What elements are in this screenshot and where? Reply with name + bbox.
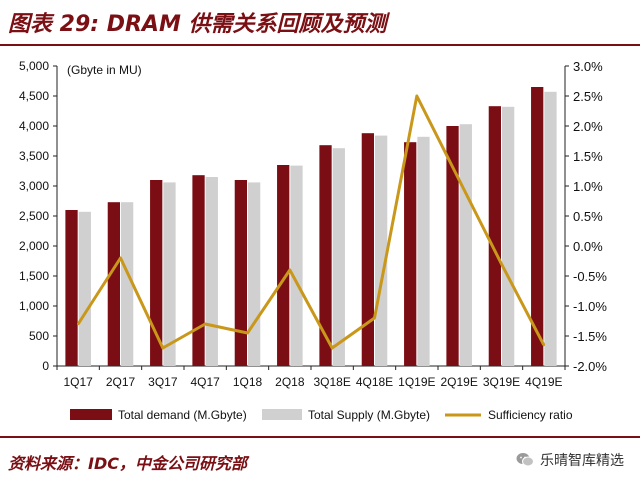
demand-bar <box>361 133 374 366</box>
x-tick-label: 4Q18E <box>356 375 393 389</box>
left-tick-label: 500 <box>29 329 49 343</box>
ratio-line <box>76 94 546 350</box>
x-tick-label: 2Q19E <box>440 375 477 389</box>
demand-bar <box>319 145 332 366</box>
sufficiency-ratio-point <box>288 268 292 272</box>
right-tick-label: 2.0% <box>573 119 603 134</box>
sufficiency-ratio-point <box>203 322 207 326</box>
right-tick-label: 3.0% <box>573 59 603 74</box>
sufficiency-ratio-point <box>457 178 461 182</box>
supply-bar <box>290 165 303 366</box>
x-tick-label: 2Q18 <box>275 375 305 389</box>
supply-bar <box>417 136 430 366</box>
watermark-label: 乐晴智库精选 <box>540 453 624 469</box>
unit-label: (Gbyte in MU) <box>67 63 142 77</box>
supply-bar <box>459 124 472 366</box>
x-tick-label: 3Q17 <box>148 375 178 389</box>
legend-label-demand: Total demand (M.Gbyte) <box>118 408 247 422</box>
sufficiency-ratio-point <box>246 331 249 335</box>
legend-label-supply: Total Supply (M.Gbyte) <box>308 408 430 422</box>
sufficiency-ratio-point <box>330 346 334 350</box>
supply-bar <box>502 106 515 367</box>
axes: 0 500 1,000 1,500 2,000 2,500 3,000 3,500 4,000 4… <box>19 59 607 389</box>
right-tick-label: 0.5% <box>573 209 603 224</box>
watermark: 乐晴智库精选 <box>516 450 624 470</box>
legend-swatch-demand <box>70 409 112 420</box>
x-tick-label: 1Q17 <box>63 375 93 389</box>
supply-bar <box>375 135 388 366</box>
demand-bar <box>65 210 78 366</box>
sufficiency-ratio-point <box>119 256 122 260</box>
supply-bar <box>121 202 134 366</box>
supply-bar <box>78 211 91 366</box>
title-divider <box>0 44 640 46</box>
chart: 0 500 1,000 1,500 2,000 2,500 3,000 3,500 4,000 4… <box>19 59 607 422</box>
right-tick-label: 2.5% <box>573 89 603 104</box>
x-tick-label: 1Q19E <box>398 375 435 389</box>
supply-bar <box>248 182 261 366</box>
left-tick-label: 4,500 <box>19 89 49 103</box>
right-tick-label: -2.0% <box>573 359 607 374</box>
legend: Total demand (M.Gbyte) Total Supply (M.Gb… <box>70 408 573 422</box>
left-tick-label: 0 <box>42 359 49 373</box>
right-tick-label: 1.5% <box>573 149 603 164</box>
sufficiency-ratio-point <box>373 316 376 320</box>
right-tick-label: -0.5% <box>573 269 607 284</box>
sufficiency-ratio-point <box>76 322 80 326</box>
left-tick-label: 2,000 <box>19 239 49 253</box>
demand-bar <box>107 202 120 366</box>
demand-bar <box>192 175 205 366</box>
left-tick-label: 3,500 <box>19 149 49 163</box>
x-tick-label: 3Q18E <box>313 375 350 389</box>
legend-swatch-supply <box>262 409 302 420</box>
legend-label-ratio: Sufficiency ratio <box>488 408 573 422</box>
supply-bar <box>544 91 557 367</box>
sufficiency-ratio-point <box>415 94 419 98</box>
wechat-icon <box>516 453 534 467</box>
left-tick-label: 2,500 <box>19 209 49 223</box>
right-tick-label: -1.0% <box>573 299 607 314</box>
x-tick-label: 4Q17 <box>190 375 220 389</box>
x-tick-label: 1Q18 <box>233 375 263 389</box>
x-tick-label: 4Q19E <box>525 375 562 389</box>
demand-bar <box>404 142 417 366</box>
left-tick-label: 4,000 <box>19 119 49 133</box>
x-tick-label: 2Q17 <box>106 375 136 389</box>
chart-title: 图表 29: DRAM 供需关系回顾及预测 <box>8 12 387 37</box>
left-tick-label: 3,000 <box>19 179 49 193</box>
left-tick-label: 1,000 <box>19 299 49 313</box>
supply-bar <box>163 182 176 366</box>
left-tick-label: 1,500 <box>19 269 49 283</box>
x-tick-label: 3Q19E <box>483 375 520 389</box>
source-note: 资料来源：IDC，中金公司研究部 <box>8 454 247 473</box>
demand-bar <box>150 180 163 366</box>
demand-bar <box>531 87 544 366</box>
right-tick-label: 1.0% <box>573 179 603 194</box>
sufficiency-ratio-point <box>542 343 546 347</box>
supply-bar <box>205 177 218 366</box>
demand-bar <box>446 126 459 366</box>
demand-bar <box>488 106 501 366</box>
bars <box>65 87 557 367</box>
right-tick-label: 0.0% <box>573 239 603 254</box>
footer-divider <box>0 436 640 438</box>
demand-bar <box>277 165 290 366</box>
demand-bar <box>234 180 247 366</box>
right-tick-label: -1.5% <box>573 329 607 344</box>
sufficiency-ratio-point <box>500 262 503 266</box>
left-tick-label: 5,000 <box>19 59 49 73</box>
sufficiency-ratio-point <box>161 346 165 350</box>
sufficiency-ratio-line <box>76 94 546 350</box>
supply-bar <box>332 148 345 366</box>
